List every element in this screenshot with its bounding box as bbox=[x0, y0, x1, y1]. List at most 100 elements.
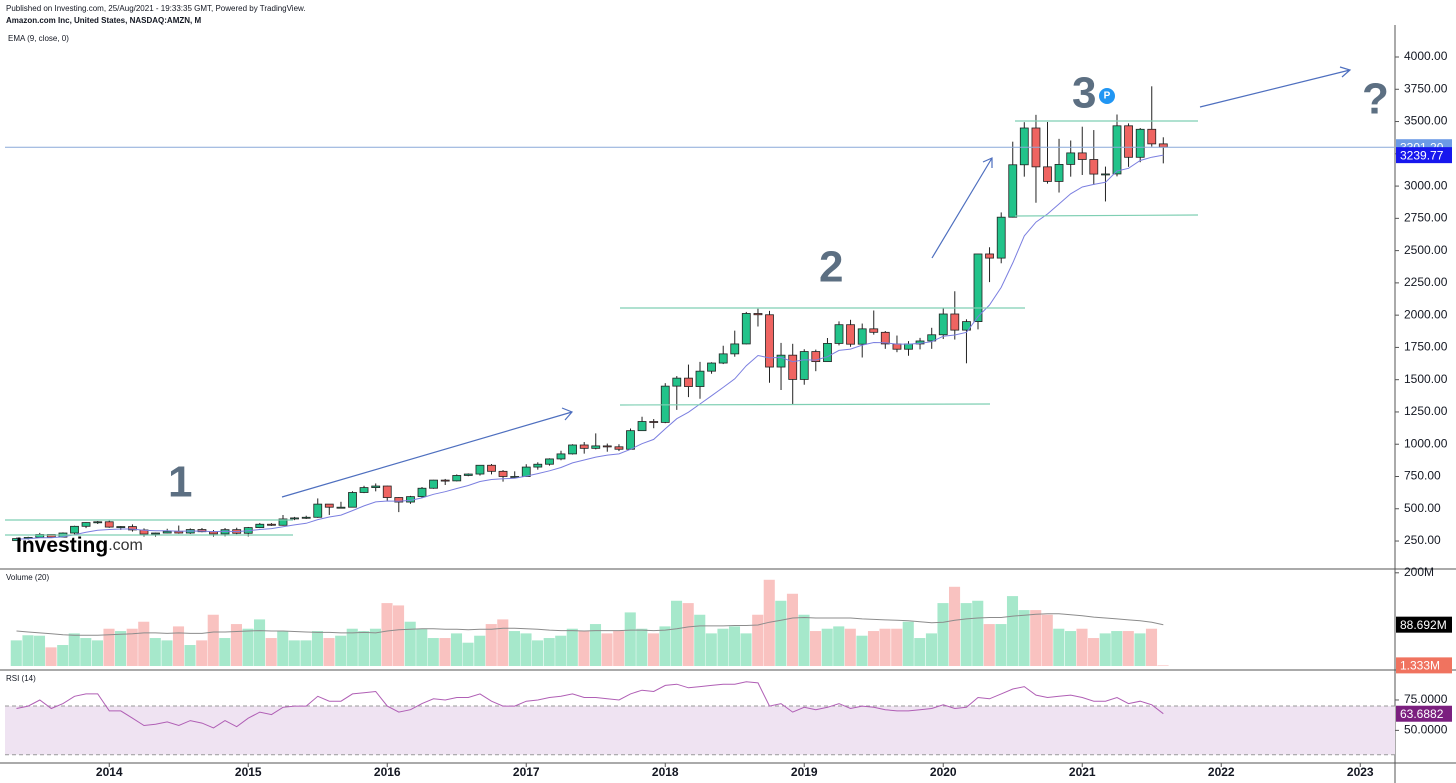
volume-bar bbox=[265, 638, 277, 666]
candle-body bbox=[811, 351, 821, 363]
volume-bar bbox=[1018, 610, 1030, 666]
marker-circle bbox=[1099, 88, 1115, 104]
volume-ma-line bbox=[16, 613, 1164, 636]
candle-body bbox=[463, 473, 473, 476]
volume-bar bbox=[427, 638, 439, 666]
volume-bar bbox=[1053, 628, 1065, 666]
candle-body bbox=[1043, 166, 1052, 182]
candle-body bbox=[591, 445, 601, 449]
volume-bar bbox=[856, 635, 868, 666]
volume-bar bbox=[369, 628, 382, 666]
volume-bar bbox=[798, 614, 810, 666]
volume-bar bbox=[358, 631, 370, 666]
volume-bar bbox=[555, 635, 567, 666]
annotation: ? bbox=[1362, 75, 1389, 124]
candle-body bbox=[452, 475, 462, 482]
level-line bbox=[619, 403, 991, 406]
y-tick-label: 2250.00 bbox=[1404, 275, 1448, 289]
candle-body bbox=[510, 476, 520, 478]
annotation: 1 bbox=[168, 458, 192, 507]
volume-bar bbox=[33, 635, 46, 666]
volume-bar bbox=[972, 600, 984, 666]
volume-bar bbox=[230, 624, 243, 666]
candle-body bbox=[81, 522, 91, 527]
candle-body bbox=[938, 313, 948, 336]
volume-bar bbox=[1145, 628, 1158, 666]
candle-body bbox=[1077, 152, 1087, 160]
volume-bar bbox=[578, 631, 590, 666]
candle-body bbox=[290, 517, 299, 520]
volume-bar bbox=[1030, 610, 1042, 666]
volume-bar bbox=[485, 624, 497, 666]
volume-bar bbox=[995, 624, 1007, 666]
marker-label: P bbox=[1104, 91, 1111, 102]
volume-bar bbox=[346, 628, 358, 666]
candle-body bbox=[834, 324, 844, 344]
rsi-title: RSI (14) bbox=[6, 674, 36, 683]
candle-body bbox=[730, 343, 740, 355]
y-tick-label: 75.0000 bbox=[1404, 692, 1448, 706]
price-badge bbox=[1396, 147, 1452, 164]
candle-body bbox=[614, 446, 624, 450]
volume-bar bbox=[126, 628, 138, 666]
volume-bar bbox=[114, 631, 127, 666]
volume-bar bbox=[474, 635, 486, 666]
volume-bar bbox=[1041, 614, 1053, 666]
candle-body bbox=[927, 334, 937, 342]
y-tick-label: 2500.00 bbox=[1404, 243, 1448, 257]
y-tick-label: 3500.00 bbox=[1404, 114, 1448, 128]
candle-body bbox=[626, 430, 635, 450]
volume-bar bbox=[891, 628, 903, 666]
instrument-title: Amazon.com Inc, United States, NASDAQ:AM… bbox=[6, 16, 201, 25]
volume-bar bbox=[647, 633, 660, 666]
candle-body bbox=[267, 523, 276, 526]
candle-body bbox=[545, 458, 554, 465]
candle-body bbox=[1089, 159, 1099, 175]
y-tick-label: 250.00 bbox=[1404, 533, 1441, 547]
rsi-line bbox=[16, 681, 1164, 729]
volume-bar bbox=[184, 645, 196, 666]
candle-body bbox=[962, 321, 971, 331]
x-tick-label: 2018 bbox=[652, 765, 679, 779]
candle-body bbox=[707, 362, 716, 372]
rsi-band bbox=[5, 706, 1395, 755]
volume-bar bbox=[867, 631, 880, 666]
logo-main: Investing bbox=[16, 534, 108, 557]
candle-body bbox=[950, 313, 960, 331]
volume-bar bbox=[253, 619, 266, 666]
volume-bar bbox=[705, 633, 717, 666]
x-tick-label: 2020 bbox=[930, 765, 957, 779]
volume-bar bbox=[323, 638, 335, 666]
candle-body bbox=[371, 485, 381, 488]
volume-bar bbox=[207, 614, 219, 666]
volume-bar bbox=[1157, 665, 1169, 666]
arrow bbox=[1199, 66, 1352, 108]
candle-body bbox=[904, 343, 913, 350]
candle-body bbox=[649, 421, 659, 423]
volume-bar bbox=[531, 640, 544, 666]
volume-bar bbox=[601, 633, 613, 666]
candle-body bbox=[278, 518, 288, 526]
candle-body bbox=[128, 526, 137, 531]
arrow bbox=[281, 407, 574, 498]
candle-body bbox=[394, 497, 404, 503]
ema-legend: EMA (9, close, 0) bbox=[8, 34, 69, 43]
candle-body bbox=[1135, 128, 1145, 158]
marks: 250.00 500.00 750.00 1000.00 1250.00 1500.00 1… bbox=[5, 49, 1452, 779]
volume-bar bbox=[1064, 631, 1077, 666]
trend-arrows bbox=[281, 66, 1352, 498]
volume-bar bbox=[902, 621, 914, 666]
volume-bar bbox=[1111, 631, 1123, 666]
candle-body bbox=[869, 328, 879, 333]
candle-body bbox=[579, 444, 589, 449]
volume-bar bbox=[1134, 633, 1146, 666]
volume-bar bbox=[335, 635, 347, 666]
candle-body bbox=[104, 521, 114, 528]
volume-bar bbox=[80, 638, 92, 666]
volume-bar bbox=[300, 640, 312, 666]
candle-body bbox=[162, 530, 172, 534]
candle-body bbox=[776, 354, 786, 368]
x-tick-label: 2016 bbox=[374, 765, 401, 779]
source-line: Published on Investing.com, 25/Aug/2021 … bbox=[6, 4, 306, 13]
annotation: 3 bbox=[1072, 69, 1096, 118]
